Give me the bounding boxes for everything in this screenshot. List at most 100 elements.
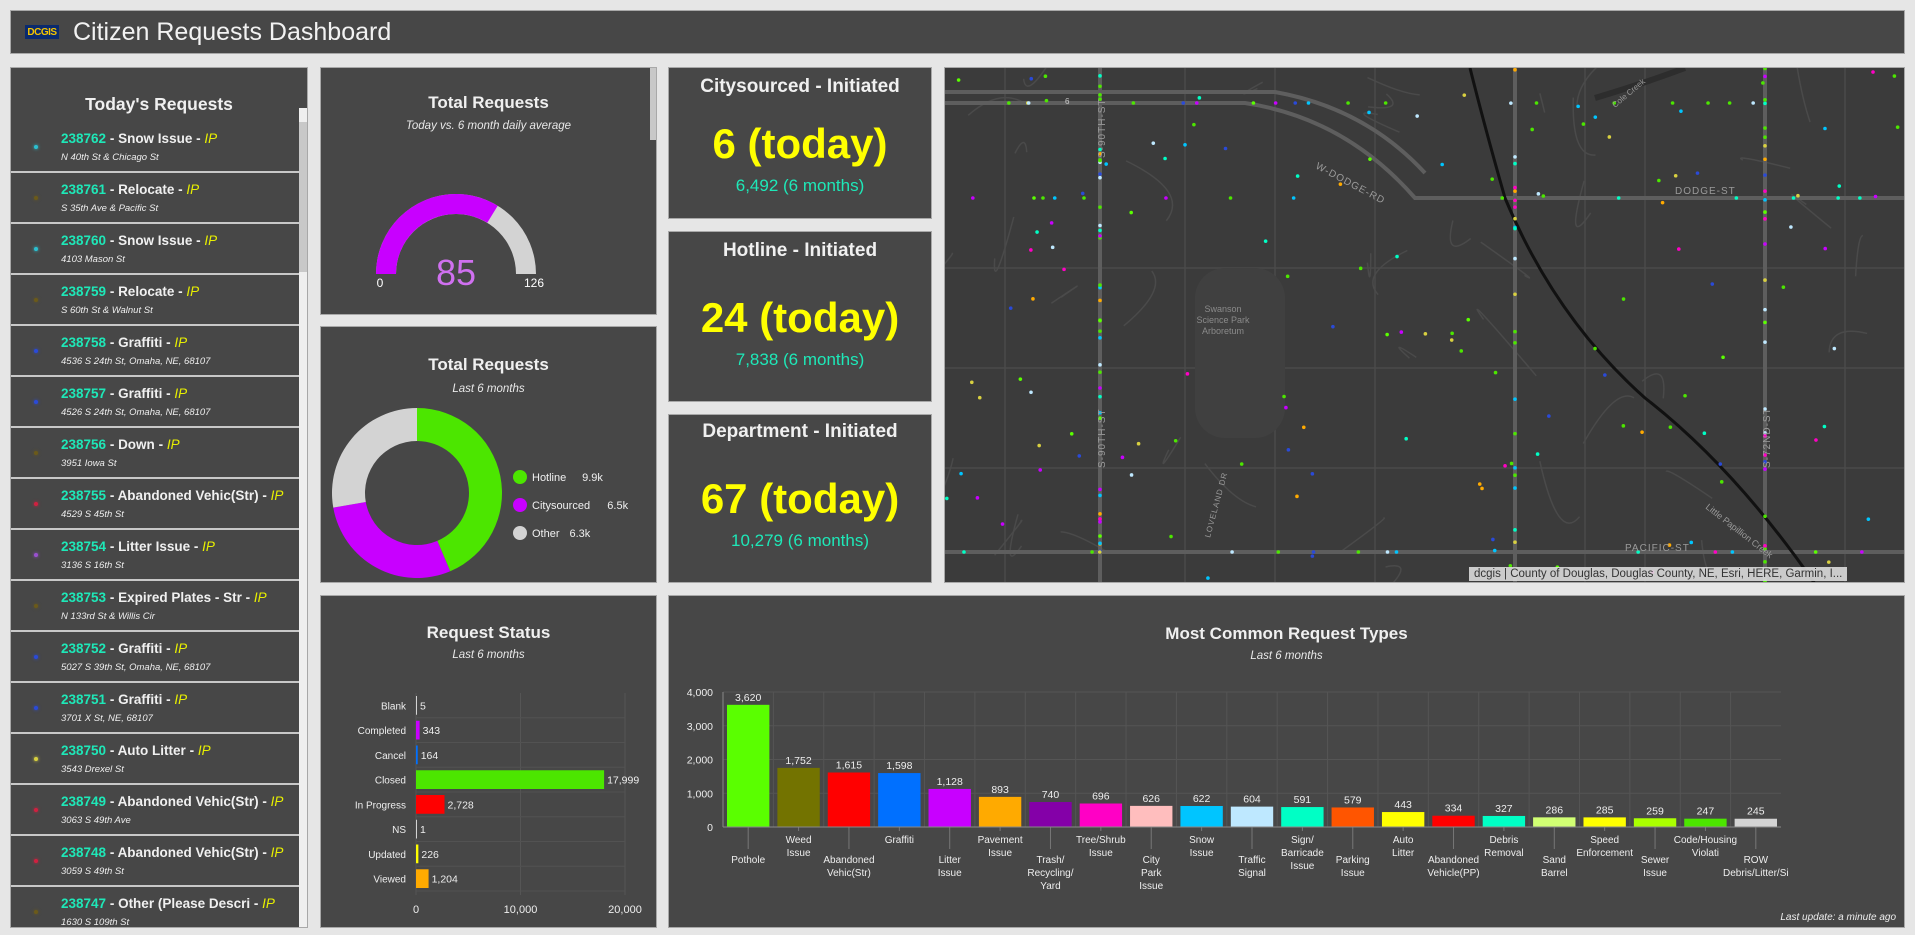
request-point[interactable] — [1098, 97, 1102, 101]
request-point[interactable] — [1660, 200, 1665, 205]
request-point[interactable] — [1358, 266, 1363, 271]
request-point[interactable] — [1763, 407, 1767, 411]
request-point[interactable] — [1098, 228, 1102, 233]
map-attribution[interactable]: dcgis | County of Douglas, Douglas Count… — [1469, 567, 1848, 581]
request-point[interactable] — [1383, 101, 1388, 105]
type-bar[interactable] — [878, 773, 921, 827]
request-point[interactable] — [1306, 101, 1311, 105]
request-point[interactable] — [1761, 81, 1765, 85]
scrollbar-thumb[interactable] — [299, 122, 307, 272]
request-point[interactable] — [1781, 285, 1786, 289]
request-list-item[interactable]: 238756 - Down - IP 3951 Iowa St — [11, 428, 301, 479]
request-point[interactable] — [1796, 193, 1800, 198]
request-point[interactable] — [1513, 226, 1517, 231]
request-point[interactable] — [1286, 448, 1291, 452]
request-point[interactable] — [1037, 443, 1041, 448]
request-point[interactable] — [1826, 560, 1831, 564]
request-point[interactable] — [1098, 512, 1102, 516]
request-point[interactable] — [1640, 430, 1644, 434]
request-point[interactable] — [1734, 196, 1739, 200]
request-point[interactable] — [1547, 414, 1551, 418]
type-bar[interactable] — [1230, 806, 1274, 827]
request-point[interactable] — [1098, 84, 1102, 89]
request-point[interactable] — [1822, 424, 1827, 429]
request-point[interactable] — [1621, 424, 1626, 428]
request-point[interactable] — [1031, 297, 1035, 301]
request-point[interactable] — [1509, 101, 1513, 105]
request-point[interactable] — [1763, 242, 1767, 246]
status-bar[interactable] — [416, 819, 417, 839]
request-point[interactable] — [1466, 317, 1471, 322]
request-point[interactable] — [1098, 74, 1102, 78]
request-point[interactable] — [1670, 101, 1675, 105]
request-point[interactable] — [1513, 486, 1517, 490]
request-point[interactable] — [956, 78, 961, 82]
request-point[interactable] — [1607, 135, 1612, 139]
request-point[interactable] — [1098, 298, 1102, 303]
request-point[interactable] — [1098, 520, 1102, 524]
request-point[interactable] — [1098, 410, 1102, 415]
request-point[interactable] — [1657, 178, 1661, 183]
request-list-item[interactable]: 238748 - Abandoned Vehic(Str) - IP 3059 … — [11, 836, 301, 887]
request-point[interactable] — [1763, 210, 1767, 214]
request-point[interactable] — [1836, 196, 1840, 200]
request-point[interactable] — [1223, 146, 1228, 151]
request-point[interactable] — [1719, 480, 1724, 484]
request-point[interactable] — [1689, 540, 1694, 545]
request-point[interactable] — [1668, 425, 1673, 429]
request-point[interactable] — [1871, 70, 1875, 74]
request-point[interactable] — [1098, 370, 1102, 374]
request-list-item[interactable]: 238757 - Graffiti - IP 4526 S 24th St, O… — [11, 377, 301, 428]
scrollbar-thumb[interactable] — [650, 68, 656, 140]
request-point[interactable] — [1192, 122, 1196, 127]
map-panel[interactable]: W-DODGE-RD DODGE-ST PACIFIC-ST S-90TH-ST… — [944, 67, 1905, 583]
request-point[interactable] — [1789, 225, 1793, 229]
request-point[interactable] — [1503, 464, 1507, 468]
request-point[interactable] — [1164, 196, 1168, 200]
request-point[interactable] — [1710, 282, 1715, 286]
request-point[interactable] — [1763, 560, 1767, 564]
request-point[interactable] — [1695, 171, 1700, 175]
request-point[interactable] — [1490, 177, 1494, 181]
request-point[interactable] — [1513, 466, 1517, 470]
request-point[interactable] — [1813, 550, 1818, 554]
request-point[interactable] — [1423, 332, 1428, 336]
request-point[interactable] — [1616, 196, 1621, 200]
request-point[interactable] — [1129, 210, 1133, 215]
type-bar[interactable] — [1482, 815, 1526, 827]
request-point[interactable] — [1069, 432, 1074, 436]
request-point[interactable] — [1706, 101, 1710, 105]
request-point[interactable] — [1197, 96, 1202, 100]
request-point[interactable] — [1873, 194, 1878, 199]
request-point[interactable] — [1008, 306, 1013, 310]
request-point[interactable] — [1677, 247, 1681, 251]
request-point[interactable] — [970, 380, 974, 385]
request-point[interactable] — [945, 496, 949, 501]
type-bar[interactable] — [1533, 817, 1576, 827]
type-bar[interactable] — [1331, 807, 1374, 827]
request-point[interactable] — [1404, 436, 1408, 441]
donut-slice-other[interactable] — [332, 408, 417, 508]
request-point[interactable] — [1718, 462, 1723, 466]
request-point[interactable] — [1763, 68, 1767, 71]
request-point[interactable] — [1385, 332, 1389, 337]
request-point[interactable] — [1892, 74, 1897, 78]
request-point[interactable] — [1534, 101, 1539, 105]
request-point[interactable] — [1169, 534, 1173, 539]
request-point[interactable] — [1077, 454, 1082, 458]
request-point[interactable] — [1356, 550, 1361, 554]
request-point[interactable] — [1581, 122, 1586, 126]
request-point[interactable] — [1098, 534, 1102, 538]
request-point[interactable] — [1368, 157, 1372, 161]
donut-slice-hotline[interactable] — [417, 408, 502, 572]
request-point[interactable] — [1000, 522, 1005, 526]
request-point[interactable] — [1129, 473, 1134, 477]
request-point[interactable] — [1509, 461, 1514, 466]
request-point[interactable] — [1104, 162, 1108, 166]
request-point[interactable] — [1018, 377, 1023, 381]
request-point[interactable] — [1814, 438, 1818, 442]
type-bar[interactable] — [777, 767, 820, 827]
request-list-item[interactable]: 238752 - Graffiti - IP 5027 S 39th St, O… — [11, 632, 301, 683]
request-point[interactable] — [1480, 486, 1484, 491]
request-point[interactable] — [1041, 196, 1045, 200]
